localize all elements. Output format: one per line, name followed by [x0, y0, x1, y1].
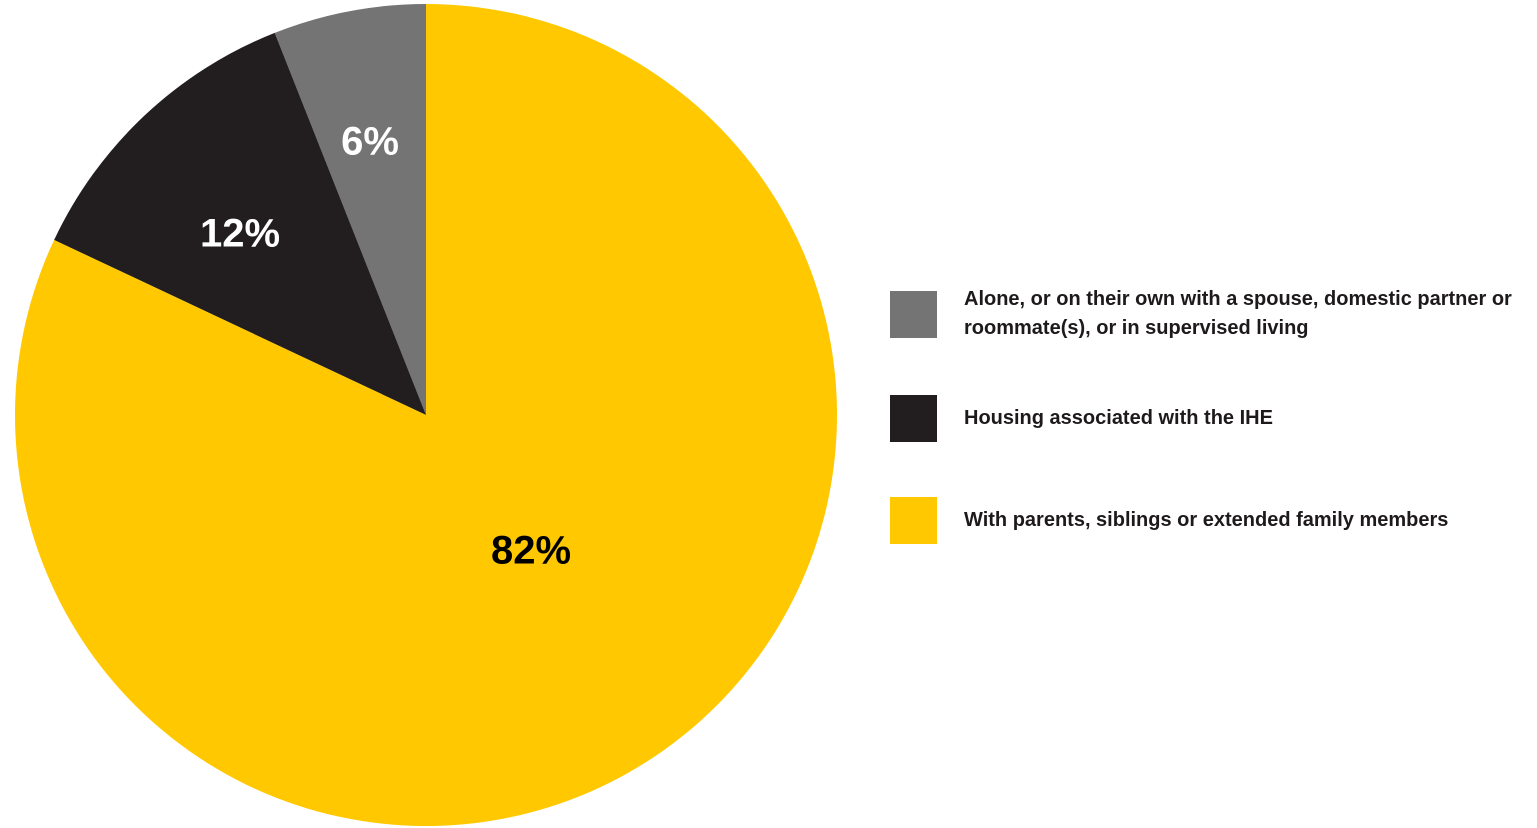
pie-slice-alone	[274, 4, 426, 415]
legend-item-alone: Alone, or on their own with a spouse, do…	[890, 285, 1524, 343]
legend-label-alone: Alone, or on their own with a spouse, do…	[964, 288, 1512, 339]
pie-slice-family	[15, 4, 838, 826]
legend-swatch-alone	[890, 290, 937, 338]
slice-label-family: 82%	[491, 529, 571, 573]
legend-item-ihe-housing: Housing associated with the IHE	[890, 395, 1273, 442]
pie-slice-ihe-housing	[54, 32, 426, 415]
legend-label-ihe-housing: Housing associated with the IHE	[964, 407, 1273, 429]
pie-chart: 6% 12% 82%	[15, 4, 838, 826]
legend-swatch-family	[890, 497, 937, 544]
legend-item-family: With parents, siblings or extended famil…	[890, 497, 1448, 544]
slice-label-alone: 6%	[341, 120, 399, 164]
legend-swatch-ihe-housing	[890, 395, 937, 442]
legend-label-family: With parents, siblings or extended famil…	[964, 509, 1449, 531]
slice-label-ihe-housing: 12%	[200, 212, 280, 256]
